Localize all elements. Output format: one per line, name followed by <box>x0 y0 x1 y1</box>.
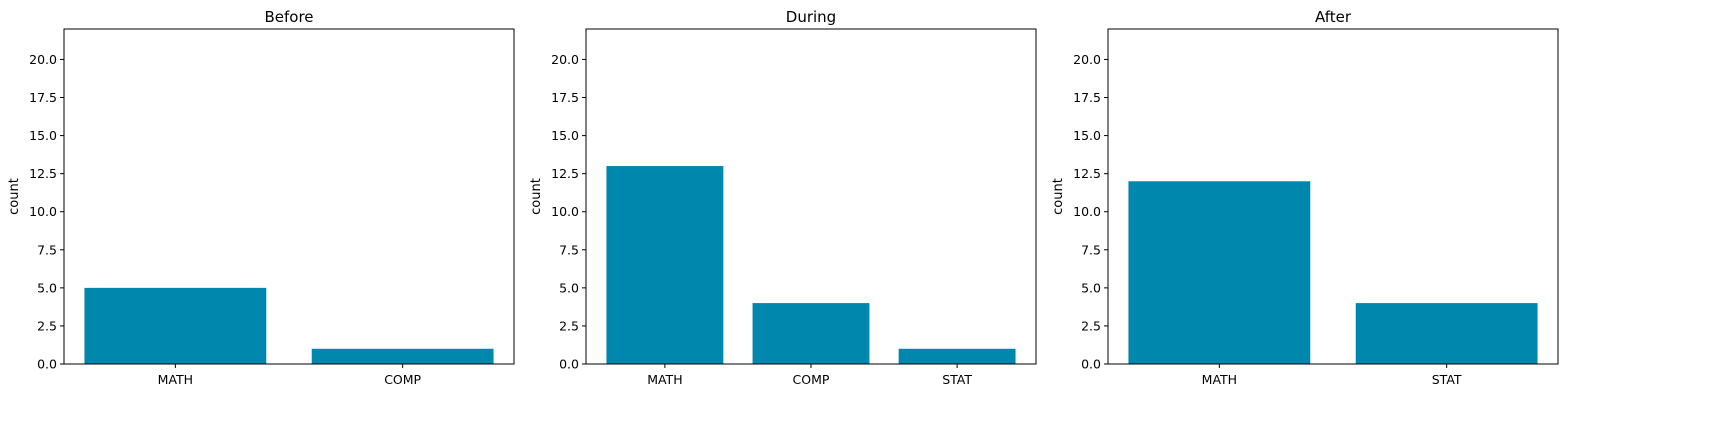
x-tick-label: COMP <box>384 372 421 387</box>
x-tick-label: STAT <box>1432 372 1462 387</box>
y-tick-label: 17.5 <box>1073 90 1101 105</box>
y-axis-label: count <box>1051 178 1066 215</box>
y-axis-label: count <box>529 178 544 215</box>
y-tick-label: 20.0 <box>1073 52 1101 67</box>
y-tick-label: 15.0 <box>29 128 57 143</box>
chart-title: After <box>1315 8 1352 26</box>
y-tick-label: 10.0 <box>551 204 579 219</box>
y-tick-label: 12.5 <box>551 166 579 181</box>
y-tick-label: 7.5 <box>1081 242 1101 257</box>
y-tick-label: 10.0 <box>1073 204 1101 219</box>
bar-math <box>606 166 724 364</box>
y-tick-label: 2.5 <box>1081 318 1101 333</box>
y-tick-label: 20.0 <box>29 52 57 67</box>
x-tick-label: COMP <box>793 372 830 387</box>
x-tick-label: MATH <box>1202 372 1237 387</box>
y-tick-label: 17.5 <box>551 90 579 105</box>
y-tick-label: 0.0 <box>37 357 57 372</box>
chart-panel-after: 0.0 2.5 5.0 7.5 10.0 12.5 15.0 17.5 20.0 MATH STAT… <box>1051 8 1559 387</box>
x-tick-label: STAT <box>942 372 972 387</box>
bar-math <box>84 287 267 364</box>
y-tick-label: 7.5 <box>37 242 57 257</box>
bar-stat <box>898 348 1016 364</box>
y-tick-label: 0.0 <box>559 357 579 372</box>
chart-panel-during: 0.0 2.5 5.0 7.5 10.0 12.5 15.0 17.5 20.0 MATH COMP… <box>529 8 1037 387</box>
axes-frame <box>1107 28 1559 365</box>
chart-panel-before: 0.0 2.5 5.0 7.5 10.0 12.5 15.0 17.5 20.0 MATH COMP… <box>7 8 515 387</box>
bar-math <box>1128 181 1311 364</box>
y-tick-label: 5.0 <box>37 280 57 295</box>
bar-comp <box>752 303 870 364</box>
y-tick-label: 7.5 <box>559 242 579 257</box>
bar-comp <box>311 348 494 364</box>
x-tick-label: MATH <box>158 372 193 387</box>
y-axis-label: count <box>7 178 22 215</box>
y-tick-label: 12.5 <box>1073 166 1101 181</box>
y-tick-label: 12.5 <box>29 166 57 181</box>
y-tick-label: 10.0 <box>29 204 57 219</box>
chart-title: Before <box>264 8 313 26</box>
chart-title: During <box>786 8 836 26</box>
bar-stat <box>1355 303 1538 364</box>
y-tick-label: 2.5 <box>559 318 579 333</box>
y-tick-label: 17.5 <box>29 90 57 105</box>
y-tick-label: 15.0 <box>551 128 579 143</box>
axes-frame <box>63 28 515 365</box>
y-tick-label: 5.0 <box>1081 280 1101 295</box>
y-tick-label: 15.0 <box>1073 128 1101 143</box>
x-tick-label: MATH <box>647 372 682 387</box>
y-tick-label: 5.0 <box>559 280 579 295</box>
y-tick-label: 20.0 <box>551 52 579 67</box>
y-tick-label: 2.5 <box>37 318 57 333</box>
y-tick-label: 0.0 <box>1081 357 1101 372</box>
